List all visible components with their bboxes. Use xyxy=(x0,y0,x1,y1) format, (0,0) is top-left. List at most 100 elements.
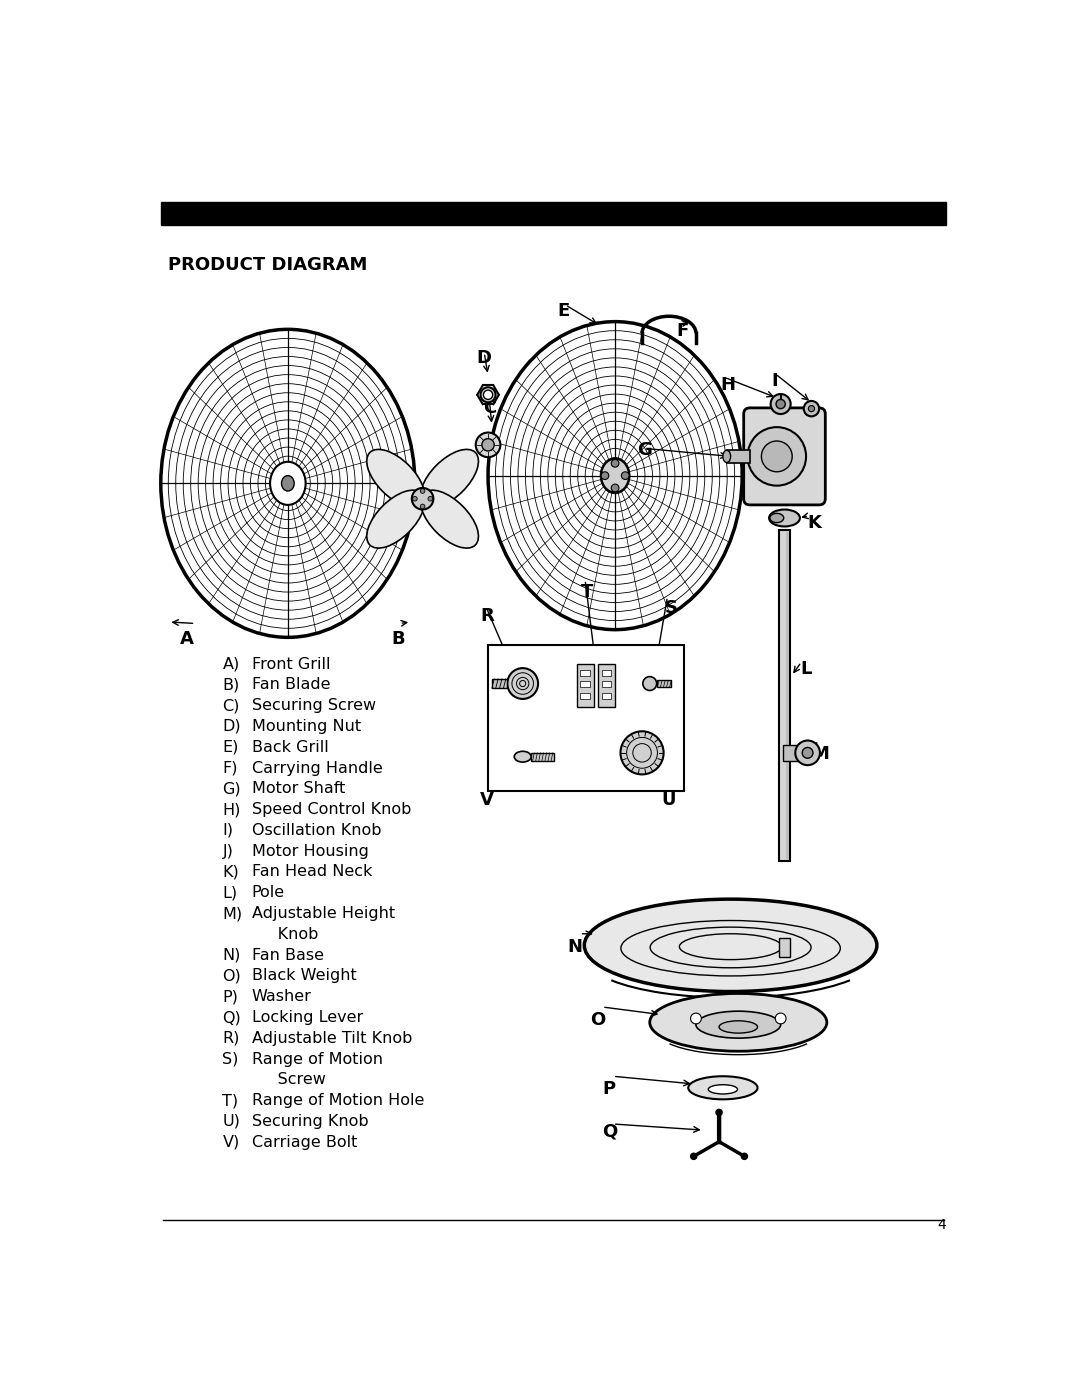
Circle shape xyxy=(420,504,424,509)
Ellipse shape xyxy=(488,321,742,630)
Text: M): M) xyxy=(222,907,243,921)
Text: C: C xyxy=(483,398,496,416)
Circle shape xyxy=(690,1013,701,1024)
Circle shape xyxy=(621,472,630,479)
Bar xyxy=(577,665,594,707)
Text: G): G) xyxy=(222,781,241,796)
Text: R): R) xyxy=(222,1031,240,1046)
Ellipse shape xyxy=(481,387,496,402)
Text: J): J) xyxy=(222,844,233,859)
Text: D): D) xyxy=(222,719,241,733)
Circle shape xyxy=(771,394,791,414)
Text: F: F xyxy=(677,321,689,339)
Text: V): V) xyxy=(222,1134,240,1150)
Circle shape xyxy=(741,1154,747,1160)
Text: Motor Shaft: Motor Shaft xyxy=(252,781,345,796)
Text: U: U xyxy=(661,791,676,809)
Ellipse shape xyxy=(161,330,415,637)
Text: Securing Screw: Securing Screw xyxy=(252,698,376,714)
Text: Fan Base: Fan Base xyxy=(252,947,324,963)
Circle shape xyxy=(716,1109,723,1116)
Text: Fan Head Neck: Fan Head Neck xyxy=(252,865,372,880)
Text: U): U) xyxy=(222,1113,240,1129)
Circle shape xyxy=(611,460,619,467)
Ellipse shape xyxy=(708,1084,738,1094)
Text: Carriage Bolt: Carriage Bolt xyxy=(252,1134,357,1150)
Ellipse shape xyxy=(688,1076,757,1099)
Text: Securing Knob: Securing Knob xyxy=(252,1113,368,1129)
Text: Knob: Knob xyxy=(252,926,318,942)
Ellipse shape xyxy=(770,513,784,522)
Circle shape xyxy=(804,401,819,416)
Text: L: L xyxy=(800,661,811,679)
Circle shape xyxy=(508,668,538,698)
Text: Adjustable Height: Adjustable Height xyxy=(252,907,395,921)
Text: Pole: Pole xyxy=(252,886,285,900)
Bar xyxy=(580,682,590,687)
Bar xyxy=(602,682,611,687)
Circle shape xyxy=(747,427,806,486)
Circle shape xyxy=(428,496,433,502)
Circle shape xyxy=(802,747,813,759)
Bar xyxy=(602,669,611,676)
Circle shape xyxy=(808,405,814,412)
Text: Screw: Screw xyxy=(252,1073,325,1087)
Text: N: N xyxy=(567,937,582,956)
Bar xyxy=(488,645,685,791)
Bar xyxy=(491,679,508,689)
Text: Range of Motion Hole: Range of Motion Hole xyxy=(252,1094,424,1108)
Text: PRODUCT DIAGRAM: PRODUCT DIAGRAM xyxy=(168,256,368,274)
Ellipse shape xyxy=(514,752,531,763)
Text: P: P xyxy=(602,1080,616,1098)
Text: Oscillation Knob: Oscillation Knob xyxy=(252,823,381,838)
Bar xyxy=(580,669,590,676)
Text: Motor Housing: Motor Housing xyxy=(252,844,368,859)
Text: Locking Lever: Locking Lever xyxy=(252,1010,363,1025)
Ellipse shape xyxy=(769,510,800,527)
Text: N): N) xyxy=(222,947,241,963)
Circle shape xyxy=(413,496,417,502)
Circle shape xyxy=(621,731,663,774)
Text: B: B xyxy=(392,630,405,648)
Circle shape xyxy=(643,676,657,690)
Text: E): E) xyxy=(222,740,239,754)
Text: Carrying Handle: Carrying Handle xyxy=(252,760,382,775)
Text: E: E xyxy=(557,302,569,320)
Text: F): F) xyxy=(222,760,238,775)
Text: Q: Q xyxy=(602,1122,618,1140)
Text: Black Weight: Black Weight xyxy=(252,968,356,983)
Text: K): K) xyxy=(222,865,239,880)
Ellipse shape xyxy=(584,900,877,992)
Ellipse shape xyxy=(367,450,424,507)
Text: Mounting Nut: Mounting Nut xyxy=(252,719,361,733)
Circle shape xyxy=(775,1013,786,1024)
Circle shape xyxy=(482,439,495,451)
Text: S): S) xyxy=(222,1052,239,1066)
Ellipse shape xyxy=(696,1011,781,1038)
Text: S: S xyxy=(665,599,678,617)
Text: T): T) xyxy=(222,1094,239,1108)
Circle shape xyxy=(611,485,619,492)
Bar xyxy=(580,693,590,698)
Ellipse shape xyxy=(602,458,629,493)
Text: G: G xyxy=(636,441,651,460)
Text: Adjustable Tilt Knob: Adjustable Tilt Knob xyxy=(252,1031,413,1046)
Text: L): L) xyxy=(222,886,238,900)
Text: J: J xyxy=(815,441,822,460)
Text: Front Grill: Front Grill xyxy=(252,657,330,672)
Bar xyxy=(657,680,671,686)
Circle shape xyxy=(484,390,492,400)
Bar xyxy=(598,665,616,707)
Ellipse shape xyxy=(270,462,306,504)
Text: A: A xyxy=(180,630,194,648)
Circle shape xyxy=(761,441,793,472)
Text: Q): Q) xyxy=(222,1010,241,1025)
Text: A): A) xyxy=(222,657,240,672)
Ellipse shape xyxy=(719,1021,757,1034)
Text: Speed Control Knob: Speed Control Knob xyxy=(252,802,411,817)
Text: V: V xyxy=(481,791,495,809)
Text: K: K xyxy=(808,514,822,532)
Bar xyxy=(602,693,611,698)
Circle shape xyxy=(420,489,424,493)
Text: 4: 4 xyxy=(937,1218,946,1232)
